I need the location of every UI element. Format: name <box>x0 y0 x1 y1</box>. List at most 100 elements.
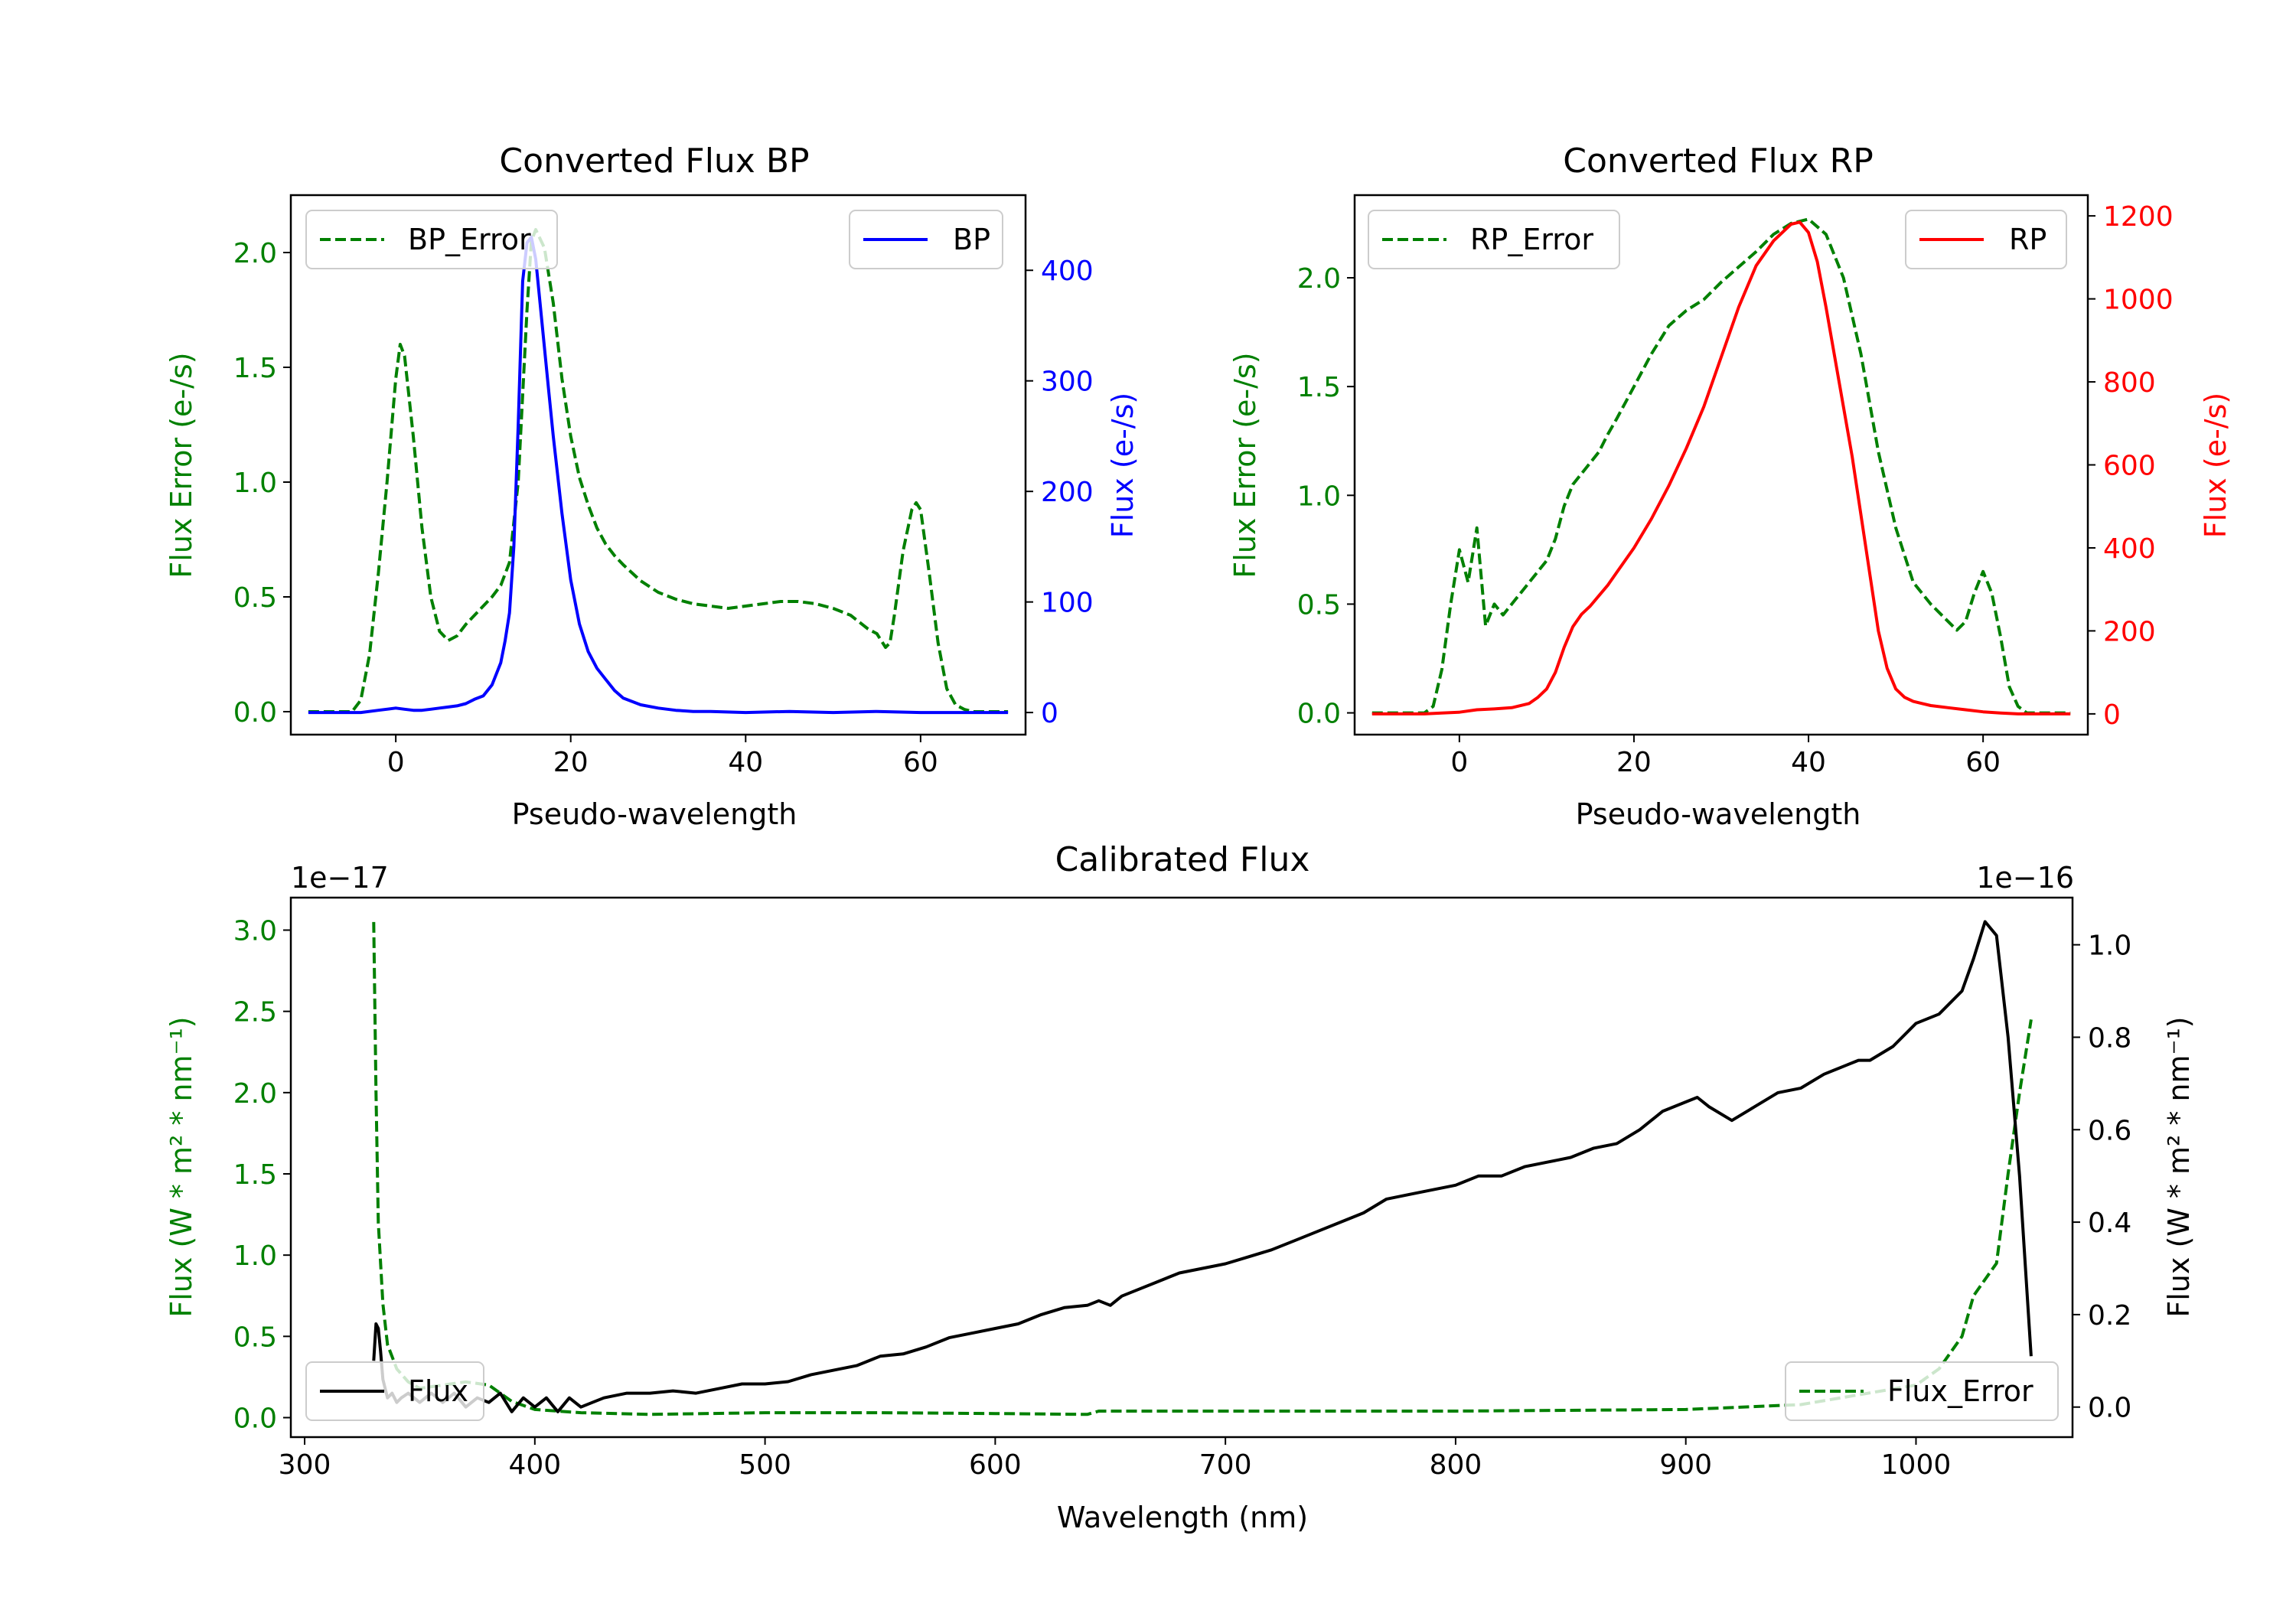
cal-title: Calibrated Flux <box>1055 840 1310 879</box>
rp-y-right-tick-label: 400 <box>2103 533 2156 565</box>
bp-ylabel-left: Flux Error (e-/s) <box>165 352 198 578</box>
cal-x-tick-label: 400 <box>508 1449 561 1481</box>
bp-error-legend-label: BP_Error <box>408 223 531 256</box>
rp-error-line <box>1371 217 2071 715</box>
rp-legend-left: RP_Error <box>1368 210 1620 269</box>
rp-x-tick-label: 40 <box>1791 747 1826 778</box>
cal-x-tick-label: 300 <box>279 1449 331 1481</box>
rp-legend-right-frame <box>1905 210 2067 269</box>
cal-x-ticks: 300 400 500 600 700 800 900 1000 <box>279 1437 1952 1481</box>
bp-y-left-tick-label: 0.0 <box>233 697 277 729</box>
bp-legend-left-frame <box>305 210 558 269</box>
cal-y-right-tick-label: 0.0 <box>2088 1393 2131 1424</box>
bp-error-line <box>308 228 1009 713</box>
rp-y-right-tick-label: 200 <box>2103 616 2156 647</box>
panel-calibrated: Calibrated Flux Wavelength (nm) Flux (W … <box>165 840 2196 1534</box>
bp-title: Converted Flux BP <box>499 142 809 181</box>
rp-x-tick-label: 20 <box>1616 747 1652 778</box>
rp-y-right-tick-label: 600 <box>2103 451 2156 482</box>
cal-y-left-tick-label: 0.5 <box>233 1322 277 1353</box>
flux-line <box>372 920 2033 1413</box>
bp-x-ticks: 0 20 40 60 <box>387 735 938 778</box>
rp-legend-left-frame <box>1368 210 1620 269</box>
panel-bp: Converted Flux BP Pseudo-wavelength Flux… <box>165 142 1140 831</box>
cal-ylabel-right: Flux (W * m² * nm⁻¹) <box>2162 1016 2196 1317</box>
bp-y-right-tick-label: 400 <box>1041 256 1094 287</box>
cal-ylabel-left: Flux (W * m² * nm⁻¹) <box>165 1016 198 1317</box>
cal-y-left-tick-label: 2.0 <box>233 1078 277 1110</box>
cal-legend-left: Flux <box>305 1361 484 1421</box>
bp-y-left-tick-label: 1.0 <box>233 468 277 499</box>
cal-offset-left: 1e−17 <box>291 861 389 895</box>
cal-y-right-tick-label: 0.6 <box>2088 1115 2131 1146</box>
cal-legend-right: Flux_Error <box>1785 1361 2059 1421</box>
bp-x-tick-label: 20 <box>553 747 589 778</box>
rp-y-left-tick-label: 1.5 <box>1297 372 1341 403</box>
cal-y-left-tick-label: 1.5 <box>233 1159 277 1191</box>
cal-y-right-ticks: 0.0 0.2 0.4 0.6 0.8 1.0 <box>2073 931 2131 1424</box>
cal-y-left-tick-label: 2.5 <box>233 997 277 1028</box>
bp-y-right-tick-label: 0 <box>1041 698 1058 729</box>
rp-error-legend-label: RP_Error <box>1470 223 1593 256</box>
cal-y-left-tick-label: 0.0 <box>233 1403 277 1435</box>
bp-legend-left: BP_Error <box>305 210 558 269</box>
cal-x-tick-label: 500 <box>739 1449 791 1481</box>
bp-y-right-tick-label: 100 <box>1041 588 1094 619</box>
bp-xlabel: Pseudo-wavelength <box>512 797 797 831</box>
rp-xlabel: Pseudo-wavelength <box>1576 797 1861 831</box>
rp-x-tick-label: 60 <box>1965 747 2001 778</box>
rp-y-left-tick-label: 1.0 <box>1297 481 1341 512</box>
cal-y-left-ticks: 0.0 0.5 1.0 1.5 2.0 2.5 3.0 <box>233 915 291 1435</box>
rp-y-right-tick-label: 1200 <box>2103 201 2174 233</box>
rp-legend-label: RP <box>2009 223 2047 256</box>
bp-y-right-tick-label: 200 <box>1041 477 1094 508</box>
cal-x-tick-label: 600 <box>969 1449 1022 1481</box>
bp-y-left-tick-label: 0.5 <box>233 582 277 614</box>
bp-ylabel-right: Flux (e-/s) <box>1106 393 1140 538</box>
cal-y-right-tick-label: 0.8 <box>2088 1022 2131 1054</box>
bp-lines <box>308 228 1009 715</box>
rp-lines <box>1371 217 2071 715</box>
rp-y-left-tick-label: 0.5 <box>1297 589 1341 621</box>
bp-legend-right: BP <box>849 210 1003 269</box>
rp-y-left-tick-label: 0.0 <box>1297 699 1341 730</box>
rp-x-ticks: 0 20 40 60 <box>1450 735 2001 778</box>
cal-y-right-tick-label: 0.4 <box>2088 1208 2131 1239</box>
rp-ylabel-left: Flux Error (e-/s) <box>1228 352 1262 578</box>
cal-xlabel: Wavelength (nm) <box>1057 1501 1308 1534</box>
cal-x-tick-label: 1000 <box>1881 1449 1952 1481</box>
bp-y-left-tick-label: 1.5 <box>233 353 277 384</box>
cal-x-tick-label: 800 <box>1430 1449 1482 1481</box>
bp-x-tick-label: 40 <box>728 747 763 778</box>
bp-x-tick-label: 60 <box>903 747 938 778</box>
cal-x-tick-label: 900 <box>1659 1449 1712 1481</box>
rp-x-tick-label: 0 <box>1450 747 1468 778</box>
bp-y-right-tick-label: 300 <box>1041 367 1094 398</box>
flux-error-legend-label: Flux_Error <box>1887 1374 2033 1408</box>
cal-legend-left-frame <box>305 1361 484 1421</box>
cal-y-left-tick-label: 3.0 <box>233 915 277 947</box>
rp-y-right-tick-label: 1000 <box>2103 285 2174 316</box>
rp-legend-right: RP <box>1905 210 2067 269</box>
bp-x-tick-label: 0 <box>387 747 405 778</box>
rp-y-left-tick-label: 2.0 <box>1297 263 1341 295</box>
rp-ylabel-right: Flux (e-/s) <box>2199 393 2232 538</box>
rp-y-right-ticks: 0 200 400 600 800 1000 1200 <box>2088 201 2174 731</box>
cal-axes-frame <box>289 896 2074 1439</box>
cal-lines <box>372 920 2033 1416</box>
cal-y-right-tick-label: 0.2 <box>2088 1300 2131 1332</box>
cal-y-right-tick-label: 1.0 <box>2088 931 2131 962</box>
rp-y-right-tick-label: 800 <box>2103 367 2156 399</box>
cal-legend-right-frame <box>1785 1361 2059 1421</box>
rp-title: Converted Flux RP <box>1563 142 1874 181</box>
flux-legend-label: Flux <box>408 1374 468 1408</box>
rp-y-left-ticks: 0.0 0.5 1.0 1.5 2.0 <box>1297 263 1355 730</box>
bp-axes-frame <box>289 194 1027 736</box>
cal-offset-right: 1e−16 <box>1976 861 2074 895</box>
panel-rp: Converted Flux RP Pseudo-wavelength Flux… <box>1228 142 2232 831</box>
rp-axes-frame <box>1353 194 2089 736</box>
cal-x-tick-label: 700 <box>1199 1449 1252 1481</box>
cal-y-left-tick-label: 1.0 <box>233 1240 277 1272</box>
bp-legend-label: BP <box>953 223 990 256</box>
